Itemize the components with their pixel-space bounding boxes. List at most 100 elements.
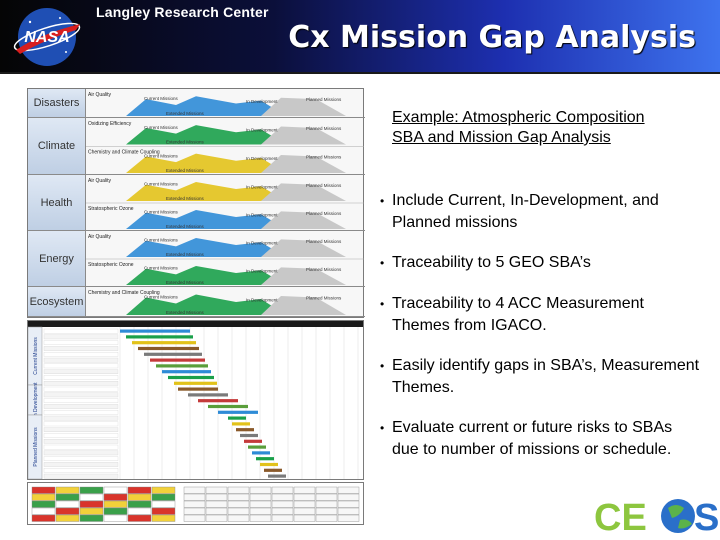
table-row-label-cell	[43, 456, 119, 461]
mission-coverage-band	[126, 266, 286, 285]
planned-coverage-band	[261, 267, 346, 285]
mission-table-chart: Current Missions In Development Planned Mi…	[27, 321, 363, 480]
summary-right-cell	[315, 514, 338, 522]
mission-timeline-bar	[232, 422, 250, 426]
phase-label: In Development	[246, 99, 278, 104]
planned-coverage-band	[261, 97, 346, 116]
phase-label: Current Missions	[144, 125, 179, 130]
slide-title: Cx Mission Gap Analysis	[288, 20, 696, 55]
mission-timeline-bar	[144, 352, 202, 356]
summary-right-cell	[249, 486, 272, 494]
table-row-label-cell	[43, 334, 119, 340]
summary-right-cell	[315, 493, 338, 501]
bullet-item: • Traceability to 5 GEO SBA’s	[380, 252, 700, 274]
summary-right-cell	[315, 507, 338, 515]
summary-left-cell	[31, 500, 56, 508]
phase-label: Current Missions	[144, 238, 179, 243]
summary-right-cell	[205, 507, 228, 515]
summary-left-cell	[103, 507, 128, 515]
summary-left-cell	[151, 493, 176, 501]
summary-left-cell	[151, 514, 176, 522]
summary-right-cell	[337, 486, 360, 494]
summary-left-cell	[127, 500, 152, 508]
phase-label: Current Missions	[144, 266, 179, 271]
summary-right-cell	[293, 514, 316, 522]
summary-right-cell	[337, 507, 360, 515]
measurement-sub-label: Air Quality	[88, 178, 112, 184]
sba-label: Energy	[28, 231, 86, 286]
summary-left-cell	[31, 486, 56, 494]
summary-right-cell	[205, 514, 228, 522]
summary-right-cell	[183, 507, 206, 515]
measurement-sub-label: Oxidizing Efficiency	[88, 121, 132, 127]
mission-timeline-bar	[252, 451, 270, 455]
summary-right-cell	[227, 486, 250, 494]
table-row-label-cell	[43, 392, 119, 398]
sba-band-chart: Current Missions Extended Missions In Deve…	[86, 231, 365, 286]
mission-timeline-bar	[260, 462, 278, 467]
phase-label: Extended Missions	[166, 310, 205, 315]
summary-right-cell	[183, 493, 206, 501]
sba-band-chart: Current Missions Extended Missions In Deve…	[86, 175, 365, 230]
mission-timeline-bar	[150, 358, 205, 362]
slide-header: NASA Langley Research Center Cx Mission …	[0, 0, 720, 74]
phase-label: Extended Missions	[166, 224, 205, 229]
summary-right-cell	[227, 514, 250, 522]
summary-left-cell	[55, 507, 80, 515]
table-row-label-cell	[43, 421, 119, 427]
phase-label: In Development	[246, 268, 278, 273]
phase-label: Current Missions	[144, 210, 179, 215]
bullet-item: • Include Current, In-Development, and Pl…	[380, 192, 659, 231]
phase-label: Planned Missions	[306, 97, 342, 102]
phase-label: Extended Missions	[166, 280, 205, 285]
sba-band-chart: Current Missions Extended Missions In Deve…	[86, 287, 365, 316]
summary-left-cell	[79, 486, 104, 494]
summary-right-cell	[183, 486, 206, 494]
summary-left-cell	[127, 514, 152, 522]
svg-text:S: S	[694, 497, 718, 536]
phase-label: Extended Missions	[166, 196, 205, 201]
summary-right-cell	[227, 493, 250, 501]
mission-coverage-band	[126, 96, 286, 116]
summary-left-cell	[151, 507, 176, 515]
phase-label: In Development	[246, 297, 278, 302]
table-row-label-cell	[43, 433, 119, 438]
summary-left-cell	[103, 493, 128, 501]
sba-label: Ecosystem	[28, 287, 86, 316]
org-name: Langley Research Center	[96, 4, 269, 20]
mission-timeline-bar	[188, 393, 228, 397]
measurement-sub-label: Chemistry and Climate Coupling	[88, 290, 160, 296]
mission-timeline-bar	[174, 381, 217, 385]
summary-left-cell	[31, 493, 56, 501]
summary-right-cell	[315, 500, 338, 508]
mission-timeline-bar	[162, 370, 211, 374]
phase-label: Extended Missions	[166, 140, 205, 145]
mission-timeline-bar	[248, 445, 266, 449]
table-row-label-cell	[43, 444, 119, 450]
phase-label: In Development	[246, 240, 278, 245]
mission-coverage-band	[126, 238, 286, 257]
phase-label: Extended Missions	[166, 252, 205, 257]
table-row-label-cell	[43, 386, 119, 392]
table-group-label: Current Missions	[33, 337, 39, 375]
phase-label: Current Missions	[144, 294, 179, 299]
sba-row-disasters: Disasters Current Missions Extended Missio…	[28, 89, 365, 118]
bullet-item: • Traceability to 4 ACC Measurement Theme…	[380, 295, 644, 334]
nasa-logo-icon: NASA	[13, 8, 81, 66]
summary-right-cell	[249, 493, 272, 501]
summary-right-cell	[293, 507, 316, 515]
summary-left-cell	[151, 500, 176, 508]
bullet-item: • Evaluate current or future risks to SBA…	[380, 419, 673, 458]
summary-left-cell	[103, 500, 128, 508]
summary-left-cell	[31, 507, 56, 515]
summary-right-cell	[337, 493, 360, 501]
sba-label: Climate	[28, 118, 86, 174]
mission-timeline-bar	[228, 416, 246, 420]
planned-coverage-band	[261, 296, 346, 315]
mission-timeline-bar	[168, 375, 214, 380]
summary-right-cell	[205, 500, 228, 508]
table-row-label-cell	[43, 473, 119, 479]
summary-right-cell	[227, 500, 250, 508]
measurement-sub-label: Air Quality	[88, 92, 112, 98]
sba-row-health: Health Current Missions Extended Missions I…	[28, 175, 365, 231]
